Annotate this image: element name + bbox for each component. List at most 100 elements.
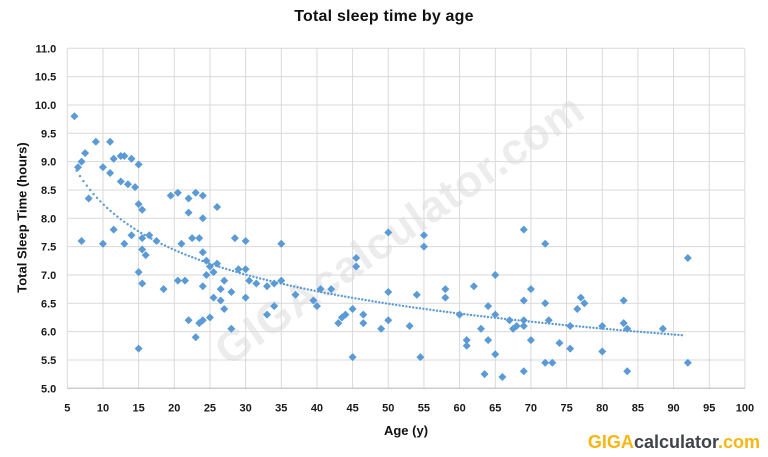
trendline-dot [259, 277, 262, 280]
gridlines [66, 47, 746, 389]
y-tick-label: 10.5 [35, 72, 56, 84]
trendline-dot [187, 254, 190, 258]
data-point [180, 276, 189, 285]
data-point [352, 262, 361, 271]
trendline-dot [486, 315, 490, 319]
trendline-dot [228, 268, 231, 272]
data-point [152, 236, 161, 245]
y-axis-title: Total Sleep Time (hours) [14, 142, 30, 293]
trendline-dot [537, 321, 541, 324]
trendline-dot [269, 279, 272, 283]
trendline-dot [116, 215, 119, 218]
trendline-dot [629, 329, 632, 333]
x-tick-label: 85 [632, 402, 644, 414]
x-tick-label: 25 [204, 402, 216, 414]
data-point [198, 214, 207, 223]
data-point [498, 372, 507, 381]
trendline-dot [330, 292, 333, 296]
trendline-dot [333, 293, 337, 296]
trendline-dot [89, 188, 92, 192]
data-point [505, 316, 514, 325]
data-point [227, 287, 236, 296]
trendline-dot [340, 294, 343, 298]
data-point [77, 236, 86, 245]
data-point [234, 265, 243, 274]
data-point [116, 177, 125, 186]
data-point [462, 341, 471, 350]
trendline-dot [289, 284, 292, 287]
data-point [359, 310, 368, 319]
data-point [277, 276, 286, 285]
data-point [138, 279, 147, 288]
trendline-dot [374, 300, 377, 303]
data-point [98, 163, 107, 172]
trendline-dot [299, 286, 303, 290]
data-point [84, 194, 93, 203]
trendline-dot [82, 179, 85, 183]
trendline-dot [408, 305, 411, 309]
trendline-dot [609, 328, 612, 331]
x-axis-title: Age (y) [383, 423, 429, 438]
data-point [166, 191, 175, 200]
data-point [416, 353, 425, 362]
trendline-dot [313, 289, 316, 292]
data-point [177, 239, 186, 248]
x-tick-label: 35 [275, 402, 287, 414]
data-point [209, 293, 218, 302]
trendline-dot [558, 323, 561, 326]
data-point [491, 350, 500, 359]
trendline-dot [310, 288, 313, 292]
data-point [526, 336, 535, 345]
data-point [462, 336, 471, 345]
data-point [138, 245, 147, 254]
data-point [134, 160, 143, 169]
data-point [541, 299, 550, 308]
data-point [191, 188, 200, 197]
trendline-dot [286, 283, 289, 287]
data-point [576, 293, 585, 302]
trendline-dot [255, 276, 258, 279]
data-point [384, 316, 393, 325]
x-tick-label: 30 [239, 402, 251, 414]
x-tick-label: 50 [382, 402, 394, 414]
trendline-dot [650, 331, 653, 334]
trendline-dot [102, 203, 106, 206]
data-point [270, 302, 279, 311]
trendline-dot [174, 249, 177, 252]
trendline-dot [225, 267, 228, 271]
gigacalculator-logo-link[interactable]: GIGAcalculator.com [583, 429, 764, 455]
y-tick-label: 9.0 [41, 157, 56, 169]
trendline-dot [663, 332, 666, 336]
data-point [658, 324, 667, 333]
trendline-dot [541, 321, 544, 325]
trendline-dot [384, 302, 388, 305]
trendline-dot [575, 325, 578, 328]
trendline-dot [129, 225, 133, 228]
trendline-dot [303, 287, 306, 290]
trendline-dot [653, 331, 656, 335]
trendline-dot [180, 252, 184, 255]
data-point [134, 344, 143, 353]
trendline-dot [667, 332, 670, 336]
data-point [623, 367, 632, 376]
y-tick-label: 7.0 [41, 270, 56, 282]
trendline-dot [643, 331, 646, 334]
trendline-dot [395, 303, 398, 307]
trendline-dot [473, 314, 476, 317]
x-tick-label: 60 [453, 402, 465, 414]
trendline-dot [514, 318, 517, 322]
trendline-dot [633, 330, 636, 333]
trendline-dot [405, 305, 408, 308]
data-point [419, 242, 428, 251]
trendline-dot [337, 294, 340, 297]
data-point [159, 285, 168, 294]
trendline-dot [99, 200, 102, 203]
data-point [91, 137, 100, 146]
trendline-dot [191, 256, 194, 259]
data-point [277, 239, 286, 248]
trendline-dot [500, 317, 503, 320]
data-point [341, 310, 350, 319]
trendline-dot [361, 298, 364, 301]
trendline-dot [463, 312, 466, 316]
